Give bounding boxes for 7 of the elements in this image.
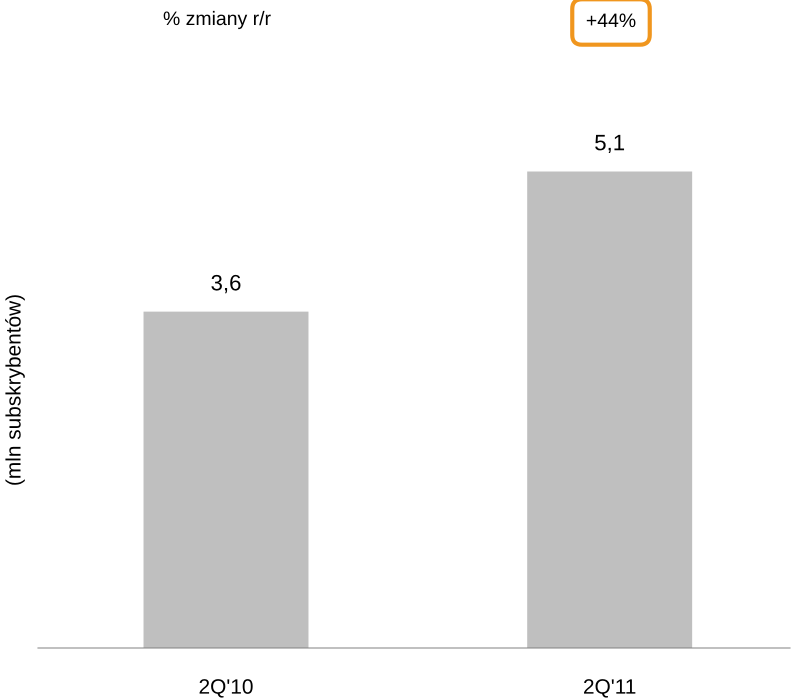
y-axis-title: (mln subskrybentów) [5, 295, 25, 485]
x-tick-label: 2Q'10 [200, 679, 253, 698]
data-label: 5,1 [595, 134, 624, 154]
data-label: 3,6 [211, 274, 240, 294]
text: +44% [586, 14, 636, 28]
text: % zmiany r/r [164, 10, 271, 30]
x-tick-label: 2Q'11 [584, 679, 636, 698]
